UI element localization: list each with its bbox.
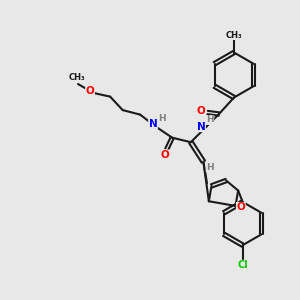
Text: Cl: Cl (237, 260, 248, 270)
Text: O: O (85, 85, 94, 96)
Text: N: N (196, 122, 206, 132)
Text: CH₃: CH₃ (226, 31, 242, 40)
Text: O: O (236, 202, 245, 212)
Text: O: O (196, 106, 206, 116)
Text: N: N (148, 118, 158, 129)
Text: H: H (158, 114, 166, 123)
Text: O: O (161, 150, 170, 160)
Text: H: H (206, 163, 214, 172)
Text: H: H (206, 116, 214, 124)
Text: CH₃: CH₃ (68, 73, 85, 82)
